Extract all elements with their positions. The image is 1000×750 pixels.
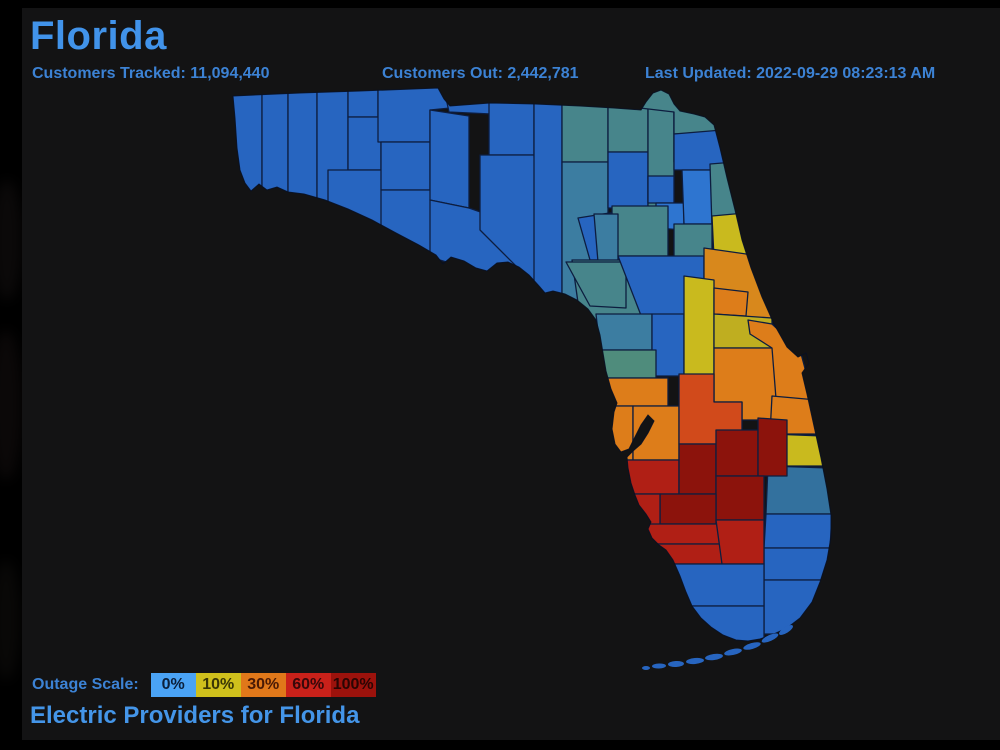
county-collier[interactable]: [649, 563, 765, 607]
county-charlotte[interactable]: [627, 523, 723, 545]
florida-keys-island[interactable]: [686, 657, 704, 665]
county-holmes[interactable]: [347, 84, 379, 118]
county-jefferson[interactable]: [533, 91, 563, 302]
county-palm-beach[interactable]: [763, 513, 832, 549]
county-de-soto[interactable]: [659, 493, 717, 525]
county-union[interactable]: [647, 175, 675, 204]
county-clay[interactable]: [681, 169, 713, 225]
county-hillsborough[interactable]: [632, 405, 680, 461]
county-lake[interactable]: [683, 275, 715, 377]
county-wakulla[interactable]: [479, 154, 542, 292]
county-suwannee[interactable]: [607, 151, 649, 209]
county-gadsden[interactable]: [442, 84, 493, 115]
customers-out-stat: Customers Out: 2,442,781: [382, 65, 579, 82]
background-glow: [0, 330, 22, 480]
florida-state-outline: [232, 87, 832, 642]
county-martin[interactable]: [765, 465, 832, 515]
county-glades[interactable]: [715, 475, 765, 521]
county-alachua[interactable]: [611, 205, 669, 257]
florida-keys-island[interactable]: [705, 653, 724, 661]
county-okeechobee[interactable]: [757, 417, 788, 477]
county-pinellas[interactable]: [605, 405, 634, 461]
page-title: Florida: [30, 14, 167, 58]
county-gilchrist[interactable]: [593, 213, 619, 263]
legend-swatch-10: 10%: [195, 673, 241, 697]
county-citrus[interactable]: [595, 313, 653, 351]
florida-keys-island[interactable]: [642, 666, 650, 670]
outage-scale-legend: Outage Scale: 0% 10% 30% 60% 100%: [32, 672, 376, 698]
county-manatee[interactable]: [613, 459, 680, 495]
florida-keys-island[interactable]: [778, 623, 795, 637]
county-broward[interactable]: [763, 547, 831, 581]
county-seminole[interactable]: [713, 287, 749, 317]
county-sumter[interactable]: [651, 313, 685, 377]
county-highlands[interactable]: [715, 429, 759, 477]
legend-swatches: 0% 10% 30% 60% 100%: [150, 673, 376, 697]
county-washington[interactable]: [347, 116, 382, 171]
legend-swatch-100: 100%: [330, 673, 376, 697]
legend-label: Outage Scale:: [32, 676, 139, 693]
background-glow: [0, 560, 20, 680]
stats-row: Customers Tracked: 11,094,440 Customers …: [22, 65, 1000, 87]
legend-swatch-0: 0%: [150, 673, 196, 697]
county-calhoun[interactable]: [380, 141, 431, 191]
florida-keys-island[interactable]: [743, 641, 762, 652]
florida-outage-map[interactable]: [22, 8, 1000, 740]
county-dixie[interactable]: [565, 261, 627, 309]
county-leon[interactable]: [488, 91, 535, 156]
county-monroe[interactable]: [663, 605, 765, 642]
florida-keys-island[interactable]: [652, 663, 666, 669]
county-escambia[interactable]: [226, 84, 263, 206]
county-lee[interactable]: [645, 543, 723, 565]
customers-tracked-stat: Customers Tracked: 11,094,440: [32, 65, 270, 82]
county-hardee[interactable]: [678, 443, 717, 495]
county-santa-rosa[interactable]: [261, 84, 289, 206]
electric-providers-heading: Electric Providers for Florida: [30, 702, 360, 729]
florida-keys-island[interactable]: [668, 660, 684, 668]
outage-panel: Florida Customers Tracked: 11,094,440 Cu…: [22, 8, 1000, 740]
florida-keys-island[interactable]: [761, 632, 780, 645]
legend-swatch-30: 30%: [240, 673, 286, 697]
county-liberty[interactable]: [429, 109, 470, 209]
legend-swatch-60: 60%: [285, 673, 331, 697]
florida-keys-island[interactable]: [724, 647, 743, 657]
county-hendry[interactable]: [715, 519, 765, 565]
background-glow: [0, 180, 22, 300]
county-okaloosa[interactable]: [287, 84, 318, 206]
last-updated-stat: Last Updated: 2022-09-29 08:23:13 AM: [645, 65, 936, 82]
